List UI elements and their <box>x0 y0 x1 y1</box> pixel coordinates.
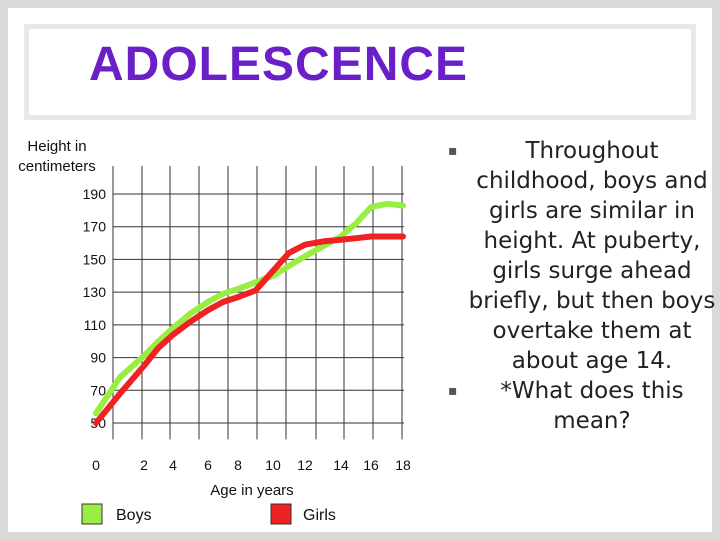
y-tick-label: 150 <box>83 251 107 267</box>
legend-swatch-boys <box>81 503 103 525</box>
y-tick-label: 110 <box>84 317 107 333</box>
y-tick-label: 90 <box>90 350 106 366</box>
x-tick-label: 0 <box>92 457 100 473</box>
y-tick-label: 170 <box>83 219 107 235</box>
bullet-item: ▪ Throughout childhood, boys and girls a… <box>448 136 716 376</box>
x-tick-label: 12 <box>297 457 313 473</box>
x-tick-label: 8 <box>234 457 242 473</box>
x-tick-label: 16 <box>363 457 379 473</box>
x-tick-label: 10 <box>265 457 281 473</box>
bullet-item: ▪ *What does this mean? <box>448 376 716 436</box>
x-tick-label: 4 <box>169 457 177 473</box>
square-bullet-icon: ▪ <box>448 143 458 159</box>
y-tick-label: 190 <box>83 186 107 202</box>
legend-swatch-girls <box>270 503 292 525</box>
series-line-girls <box>93 233 406 426</box>
title-box: ADOLESCENCE <box>24 24 696 120</box>
legend-label-boys: Boys <box>116 507 152 524</box>
x-axis-label: Age in years <box>210 482 293 499</box>
x-tick-label: 18 <box>395 457 411 473</box>
bullet-text: *What does this mean? <box>500 378 684 434</box>
series-line-boys <box>93 200 406 417</box>
bullet-text: Throughout childhood, boys and girls are… <box>468 138 716 374</box>
slide-title: ADOLESCENCE <box>89 38 469 91</box>
x-tick-label: 2 <box>140 457 148 473</box>
x-tick-label: 6 <box>204 457 212 473</box>
bullet-list: ▪ Throughout childhood, boys and girls a… <box>448 136 716 436</box>
y-tick-label: 70 <box>90 382 106 398</box>
legend-label-girls: Girls <box>303 507 336 524</box>
square-bullet-icon: ▪ <box>448 383 458 399</box>
y-axis-label: Height in centimeters <box>18 138 96 175</box>
y-tick-label: 130 <box>83 284 107 300</box>
x-tick-label: 14 <box>333 457 349 473</box>
